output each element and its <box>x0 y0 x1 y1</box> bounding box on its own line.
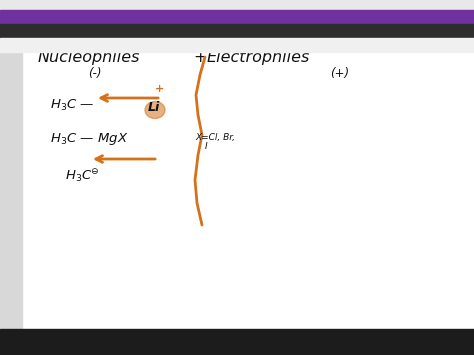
Bar <box>0 329 474 355</box>
Text: (+): (+) <box>330 67 349 80</box>
Bar <box>0 52 22 329</box>
Text: X=Cl, Br,: X=Cl, Br, <box>195 133 235 142</box>
Text: +: + <box>193 50 206 65</box>
Text: Electrophiles: Electrophiles <box>207 50 310 65</box>
Bar <box>0 10 474 24</box>
Text: I: I <box>205 142 208 151</box>
Text: H$_3$C —: H$_3$C — <box>50 98 94 113</box>
Bar <box>0 52 474 329</box>
Bar <box>0 38 474 52</box>
Ellipse shape <box>145 102 165 119</box>
Text: (-): (-) <box>88 67 101 80</box>
Text: Li: Li <box>148 101 160 114</box>
Text: Nucleophiles: Nucleophiles <box>38 50 140 65</box>
Text: H$_3$C — MgX: H$_3$C — MgX <box>50 131 128 147</box>
Text: H$_3$C$^{\ominus}$: H$_3$C$^{\ominus}$ <box>65 168 100 185</box>
Bar <box>0 24 474 38</box>
Text: +: + <box>155 84 164 94</box>
